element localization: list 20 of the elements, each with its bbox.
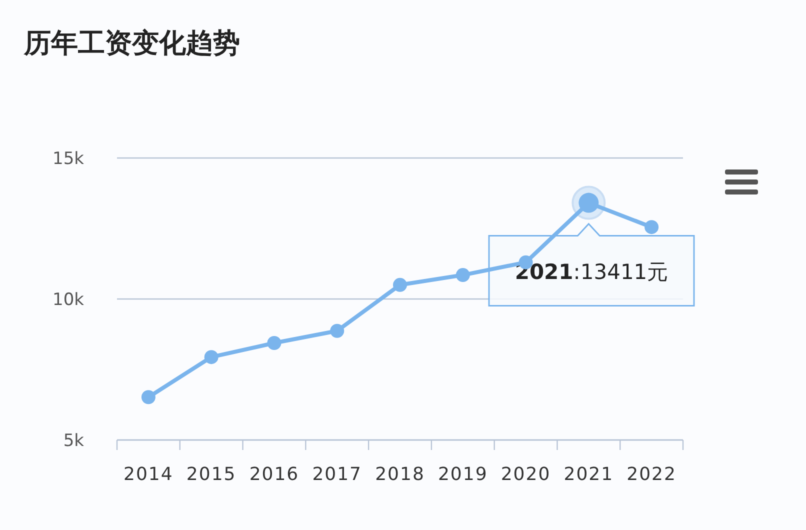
y-tick-label: 5k: [63, 431, 84, 451]
point: [141, 390, 156, 404]
x-tick-label: 2018: [375, 464, 425, 485]
point: [393, 278, 407, 292]
x-tick-label: 2016: [249, 464, 300, 485]
x-tick-label: 2020: [500, 464, 551, 485]
y-tick-label: 10k: [52, 290, 84, 310]
x-tick-label: 2021: [564, 464, 614, 485]
y-tick-label: 15k: [52, 149, 84, 169]
x-tick-label: 2022: [626, 464, 676, 485]
point: [330, 324, 344, 338]
point: [644, 220, 659, 234]
x-tick-label: 2019: [438, 464, 488, 485]
point: [267, 336, 282, 350]
x-tick-label: 2017: [312, 464, 362, 485]
x-tick-label: 2014: [124, 464, 174, 485]
point: [456, 268, 470, 282]
chart-title: 历年工资变化趋势: [23, 28, 240, 59]
point: [204, 350, 218, 364]
x-tick-label: 2015: [186, 464, 236, 485]
